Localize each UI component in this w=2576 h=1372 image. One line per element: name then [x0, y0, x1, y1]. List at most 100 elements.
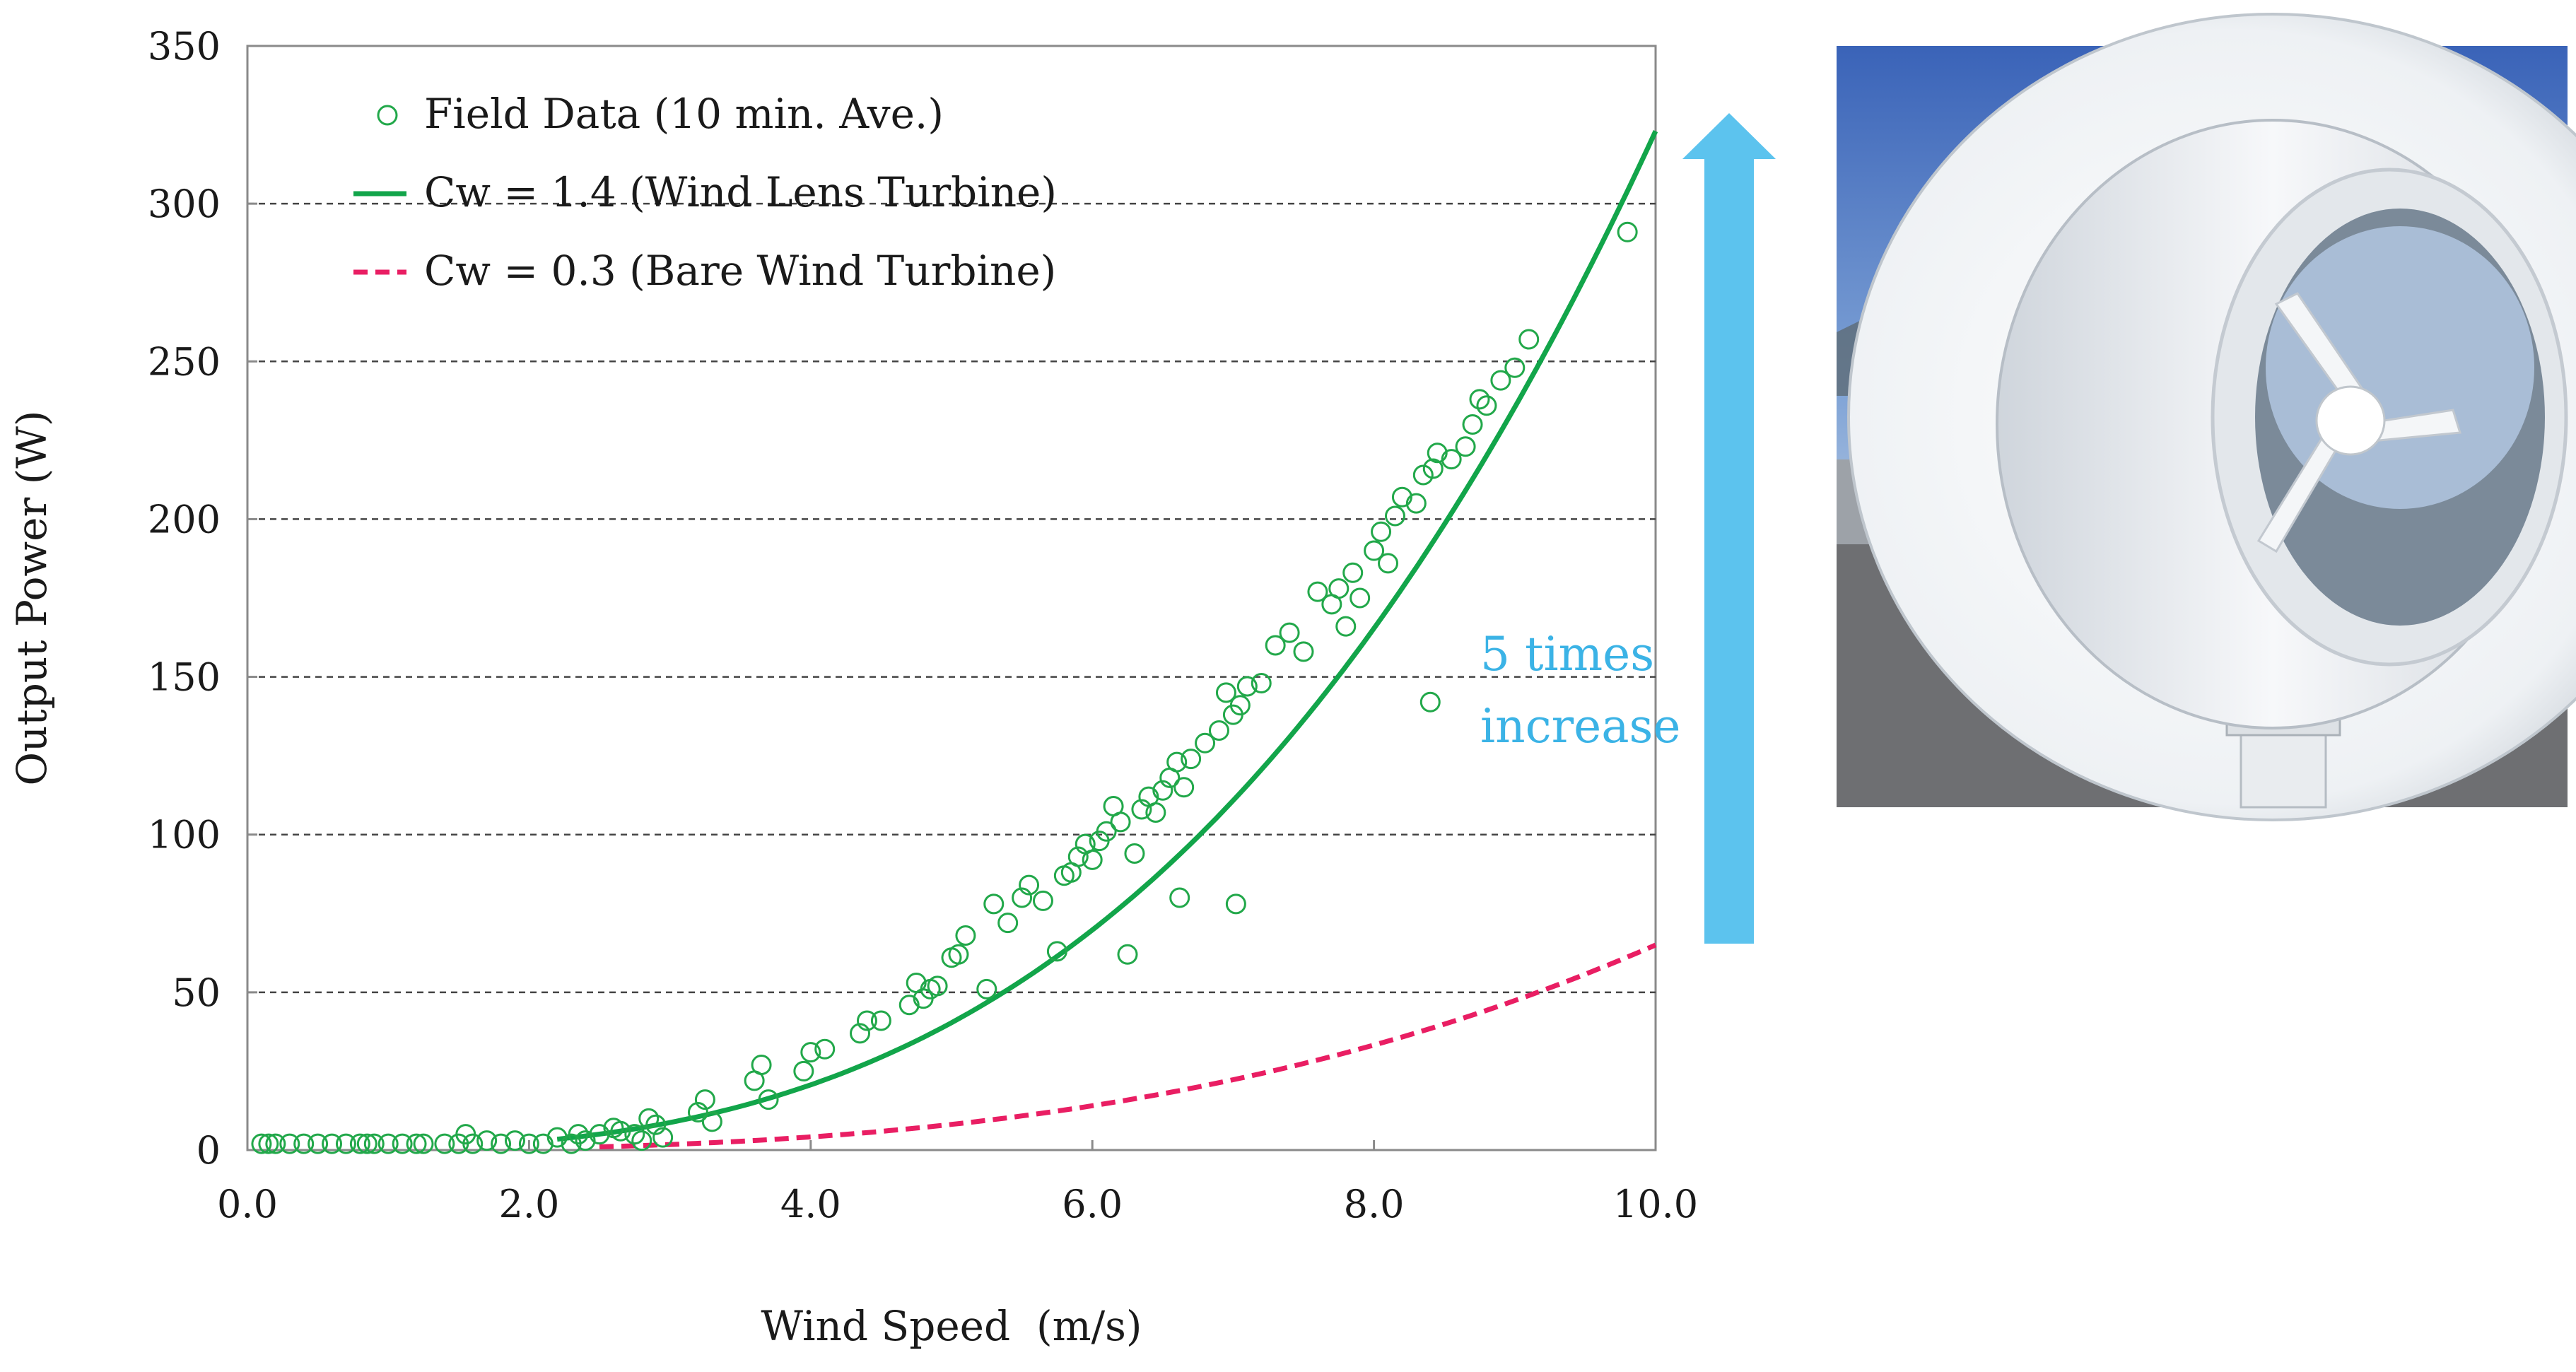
scatter-point-41 — [758, 1089, 779, 1110]
x-tick-label-6.0: 6.0 — [1062, 1182, 1123, 1226]
scatter-point-88 — [1229, 695, 1251, 716]
scatter-point-93 — [1293, 641, 1314, 662]
scatter-point-58 — [997, 913, 1019, 934]
scatter-point-26 — [568, 1124, 589, 1145]
x-tick-label-4.0: 4.0 — [780, 1182, 841, 1226]
plot-area — [246, 45, 1657, 1151]
scatter-point-56 — [976, 978, 997, 999]
scatter-point-2 — [265, 1133, 286, 1154]
scatter-point-84 — [1208, 720, 1229, 741]
y-axis-ticks: 0 50 100 150 200 250 300 350 — [148, 24, 257, 1173]
scatter-point-19 — [476, 1130, 498, 1151]
scatter-point-54 — [948, 944, 969, 965]
legend: Field Data (10 min. Ave.) Cw = 1.4 (Wind… — [353, 90, 1057, 295]
scatter-point-115 — [1490, 370, 1511, 391]
scatter-point-18 — [462, 1133, 484, 1154]
scatter-point-110 — [1441, 449, 1462, 470]
scatter-point-79 — [1166, 751, 1188, 773]
scatter-point-57 — [983, 893, 1005, 915]
x-tick-label-8.0: 8.0 — [1344, 1182, 1405, 1226]
x-tick-label-0.0: 0.0 — [217, 1182, 278, 1226]
scatter-point-1 — [258, 1133, 279, 1154]
scatter-point-61 — [1032, 890, 1053, 911]
photo-hub — [2315, 385, 2386, 456]
scatter-point-30 — [610, 1120, 631, 1142]
x-axis-title: Wind Speed (m/s) — [761, 1302, 1142, 1350]
scatter-point-108 — [1422, 458, 1444, 479]
scatter-point-24 — [546, 1127, 568, 1148]
scatter-point-48 — [898, 995, 920, 1016]
scatter-point-80 — [1169, 887, 1190, 908]
wind-lens-turbine-photo — [1837, 13, 2576, 821]
y-tick-label-250: 250 — [148, 339, 221, 384]
scatter-point-34 — [645, 1114, 667, 1135]
x-tick-label-2.0: 2.0 — [498, 1182, 559, 1226]
legend-label-bare: Cw = 0.3 (Bare Wind Turbine) — [424, 247, 1056, 295]
legend-marker-field-data — [377, 105, 398, 126]
scatter-point-83 — [1195, 732, 1216, 754]
scatter-point-60 — [1019, 874, 1040, 896]
scatter-point-14 — [413, 1133, 434, 1154]
scatter-point-74 — [1131, 799, 1152, 820]
scatter-point-87 — [1225, 893, 1246, 915]
scatter-point-76 — [1145, 802, 1166, 823]
scatter-point-47 — [870, 1010, 891, 1031]
scatter-point-22 — [518, 1133, 539, 1154]
scatter-point-73 — [1124, 843, 1145, 864]
scatter-point-35 — [652, 1127, 674, 1148]
arrow-shaft — [1704, 156, 1754, 944]
y-tick-label-300: 300 — [148, 182, 221, 226]
gridlines — [247, 202, 1656, 994]
scatter-point-55 — [955, 925, 976, 946]
scatter-point-65 — [1067, 846, 1089, 867]
scatter-point-71 — [1110, 811, 1131, 833]
scatter-point-104 — [1391, 486, 1412, 508]
annotation-line-1: 5 times — [1480, 627, 1654, 681]
scatter-point-97 — [1335, 616, 1357, 637]
scatter-point-94 — [1307, 581, 1328, 602]
series-line-2 — [599, 942, 1657, 1149]
scatter-point-90 — [1251, 672, 1272, 693]
scatter-point-82 — [1181, 749, 1202, 770]
y-tick-label-0: 0 — [197, 1128, 221, 1173]
x-tick-label-10.0: 10.0 — [1613, 1182, 1698, 1226]
scatter-point-111 — [1455, 436, 1476, 457]
scatter-point-100 — [1364, 540, 1385, 561]
scatter-point-28 — [589, 1124, 610, 1145]
scatter-point-31 — [624, 1124, 645, 1145]
scatter-point-27 — [575, 1130, 596, 1151]
scatter-point-106 — [1412, 464, 1434, 486]
scatter-point-46 — [856, 1010, 877, 1031]
y-tick-label-200: 200 — [148, 497, 221, 541]
scatter-point-103 — [1384, 505, 1405, 527]
scatter-point-91 — [1265, 635, 1286, 656]
scatter-point-6 — [322, 1133, 343, 1154]
x-axis-ticks: 0.0 2.0 4.0 6.0 8.0 10.0 — [217, 1140, 1698, 1226]
series-layer — [251, 130, 1658, 1154]
scatter-point-85 — [1215, 682, 1236, 703]
scatter-point-113 — [1469, 389, 1490, 410]
scatter-point-72 — [1117, 944, 1138, 965]
scatter-point-67 — [1082, 849, 1103, 870]
scatter-point-112 — [1462, 414, 1483, 435]
scatter-point-59 — [1012, 887, 1033, 908]
scatter-point-10 — [363, 1133, 385, 1154]
scatter-point-33 — [638, 1108, 660, 1129]
scatter-point-118 — [1617, 221, 1638, 242]
scatter-point-101 — [1371, 521, 1392, 542]
y-axis-title: Output Power (W) — [8, 410, 56, 785]
increase-arrow — [1682, 113, 1776, 944]
y-tick-label-100: 100 — [148, 813, 221, 857]
scatter-point-15 — [434, 1133, 455, 1154]
scatter-point-109 — [1427, 442, 1448, 464]
scatter-point-92 — [1279, 622, 1300, 643]
scatter-point-69 — [1096, 821, 1117, 842]
scatter-point-114 — [1476, 395, 1497, 416]
scatter-point-43 — [800, 1042, 821, 1063]
scatter-point-4 — [293, 1133, 315, 1154]
scatter-point-38 — [701, 1111, 722, 1132]
scatter-point-0 — [251, 1133, 272, 1154]
scatter-point-99 — [1350, 587, 1371, 609]
scatter-point-3 — [279, 1133, 300, 1154]
